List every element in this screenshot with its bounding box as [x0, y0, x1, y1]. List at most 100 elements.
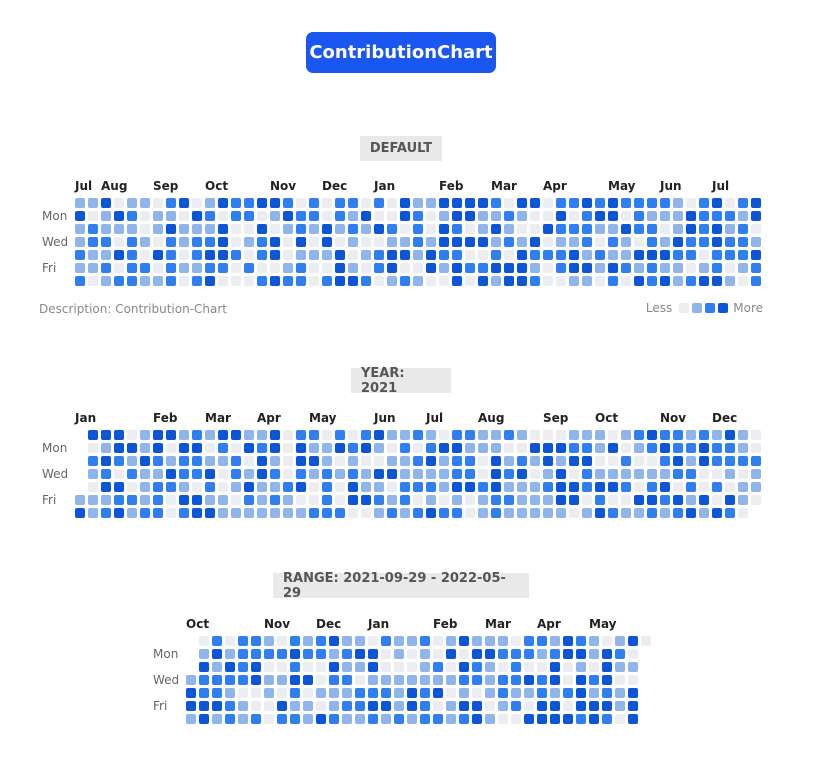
day-cell[interactable]: [569, 443, 579, 453]
day-cell[interactable]: [114, 211, 124, 221]
day-cell[interactable]: [316, 688, 326, 698]
day-cell[interactable]: [218, 456, 228, 466]
day-cell[interactable]: [511, 662, 521, 672]
day-cell[interactable]: [628, 675, 638, 685]
day-cell[interactable]: [537, 649, 547, 659]
day-cell[interactable]: [686, 250, 696, 260]
day-cell[interactable]: [381, 662, 391, 672]
day-cell[interactable]: [699, 250, 709, 260]
day-cell[interactable]: [712, 224, 722, 234]
day-cell[interactable]: [342, 649, 352, 659]
day-cell[interactable]: [400, 198, 410, 208]
day-cell[interactable]: [101, 469, 111, 479]
day-cell[interactable]: [335, 456, 345, 466]
day-cell[interactable]: [88, 237, 98, 247]
day-cell[interactable]: [257, 250, 267, 260]
day-cell[interactable]: [309, 276, 319, 286]
day-cell[interactable]: [264, 714, 274, 724]
day-cell[interactable]: [543, 495, 553, 505]
day-cell[interactable]: [498, 636, 508, 646]
day-cell[interactable]: [725, 224, 735, 234]
day-cell[interactable]: [647, 224, 657, 234]
day-cell[interactable]: [270, 237, 280, 247]
day-cell[interactable]: [316, 636, 326, 646]
day-cell[interactable]: [225, 688, 235, 698]
day-cell[interactable]: [270, 211, 280, 221]
day-cell[interactable]: [166, 237, 176, 247]
day-cell[interactable]: [511, 636, 521, 646]
day-cell[interactable]: [673, 469, 683, 479]
day-cell[interactable]: [582, 469, 592, 479]
day-cell[interactable]: [342, 675, 352, 685]
day-cell[interactable]: [348, 224, 358, 234]
day-cell[interactable]: [394, 688, 404, 698]
day-cell[interactable]: [212, 688, 222, 698]
day-cell[interactable]: [348, 508, 358, 518]
day-cell[interactable]: [231, 456, 241, 466]
day-cell[interactable]: [452, 198, 462, 208]
day-cell[interactable]: [361, 211, 371, 221]
day-cell[interactable]: [166, 276, 176, 286]
day-cell[interactable]: [283, 430, 293, 440]
day-cell[interactable]: [582, 250, 592, 260]
day-cell[interactable]: [179, 211, 189, 221]
day-cell[interactable]: [231, 250, 241, 260]
day-cell[interactable]: [725, 263, 735, 273]
day-cell[interactable]: [270, 508, 280, 518]
day-cell[interactable]: [75, 508, 85, 518]
day-cell[interactable]: [433, 662, 443, 672]
day-cell[interactable]: [114, 482, 124, 492]
day-cell[interactable]: [543, 469, 553, 479]
day-cell[interactable]: [407, 649, 417, 659]
day-cell[interactable]: [348, 456, 358, 466]
day-cell[interactable]: [660, 237, 670, 247]
day-cell[interactable]: [465, 276, 475, 286]
day-cell[interactable]: [374, 224, 384, 234]
day-cell[interactable]: [452, 211, 462, 221]
day-cell[interactable]: [556, 430, 566, 440]
day-cell[interactable]: [751, 250, 761, 260]
day-cell[interactable]: [361, 430, 371, 440]
day-cell[interactable]: [348, 198, 358, 208]
day-cell[interactable]: [355, 675, 365, 685]
day-cell[interactable]: [238, 636, 248, 646]
day-cell[interactable]: [205, 276, 215, 286]
day-cell[interactable]: [582, 211, 592, 221]
day-cell[interactable]: [426, 443, 436, 453]
day-cell[interactable]: [218, 237, 228, 247]
day-cell[interactable]: [569, 430, 579, 440]
day-cell[interactable]: [413, 198, 423, 208]
day-cell[interactable]: [621, 482, 631, 492]
day-cell[interactable]: [608, 443, 618, 453]
day-cell[interactable]: [472, 662, 482, 672]
day-cell[interactable]: [452, 237, 462, 247]
day-cell[interactable]: [433, 714, 443, 724]
day-cell[interactable]: [595, 495, 605, 505]
day-cell[interactable]: [628, 701, 638, 711]
day-cell[interactable]: [634, 508, 644, 518]
day-cell[interactable]: [563, 675, 573, 685]
day-cell[interactable]: [400, 276, 410, 286]
day-cell[interactable]: [647, 508, 657, 518]
day-cell[interactable]: [420, 675, 430, 685]
day-cell[interactable]: [192, 495, 202, 505]
day-cell[interactable]: [355, 714, 365, 724]
day-cell[interactable]: [348, 430, 358, 440]
day-cell[interactable]: [504, 443, 514, 453]
day-cell[interactable]: [374, 469, 384, 479]
day-cell[interactable]: [660, 508, 670, 518]
day-cell[interactable]: [589, 714, 599, 724]
day-cell[interactable]: [537, 714, 547, 724]
day-cell[interactable]: [498, 662, 508, 672]
day-cell[interactable]: [563, 649, 573, 659]
day-cell[interactable]: [166, 430, 176, 440]
day-cell[interactable]: [615, 714, 625, 724]
day-cell[interactable]: [589, 636, 599, 646]
day-cell[interactable]: [615, 636, 625, 646]
day-cell[interactable]: [491, 237, 501, 247]
day-cell[interactable]: [608, 495, 618, 505]
day-cell[interactable]: [114, 508, 124, 518]
day-cell[interactable]: [446, 649, 456, 659]
day-cell[interactable]: [283, 263, 293, 273]
day-cell[interactable]: [166, 456, 176, 466]
